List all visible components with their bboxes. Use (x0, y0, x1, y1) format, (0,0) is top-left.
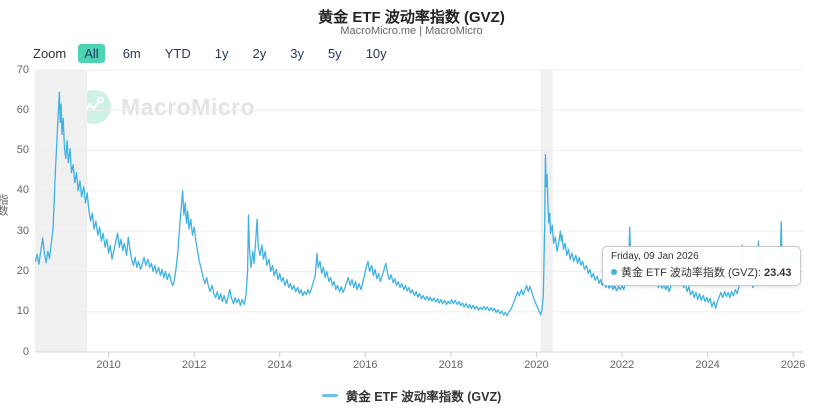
tooltip-series-row: 黄金 ETF 波动率指数 (GVZ): 23.43 (611, 264, 792, 280)
y-axis-label-20: 20 (16, 264, 29, 277)
y-axis-label-10: 10 (16, 305, 29, 318)
range-button-5y[interactable]: 5y (327, 46, 342, 61)
y-axis-label-60: 60 (16, 103, 29, 116)
x-axis-label-2014: 2014 (267, 359, 292, 371)
range-toolbar: Zoom All 6m YTD 1y 2y 3y 5y 10y (33, 44, 393, 63)
tooltip-date: Friday, 09 Jan 2026 (611, 251, 699, 262)
y-axis-label-50: 50 (16, 144, 29, 157)
y-axis-label-30: 30 (16, 224, 29, 237)
y-axis-label-70: 70 (16, 63, 29, 76)
y-axis-label-0: 0 (22, 345, 29, 358)
range-button-2y[interactable]: 2y (252, 46, 267, 61)
y-axis-label-40: 40 (16, 184, 29, 197)
x-axis-label-2024: 2024 (695, 359, 720, 371)
x-axis-label-2018: 2018 (438, 359, 464, 371)
range-button-all[interactable]: All (78, 44, 105, 63)
range-button-10y[interactable]: 10y (365, 46, 387, 61)
range-button-1y[interactable]: 1y (214, 46, 229, 61)
chart-subtitle: MacroMicro.me | MacroMicro (340, 25, 483, 37)
x-axis-label-2022: 2022 (609, 359, 635, 371)
chart-title: 黄金 ETF 波动率指数 (GVZ) (318, 9, 505, 26)
range-button-ytd[interactable]: YTD (164, 46, 191, 61)
watermark-text: MacroMicro (121, 93, 256, 120)
zoom-label: Zoom (33, 46, 67, 61)
plot-area: MacroMicro (34, 69, 803, 357)
x-axis-label-2026: 2026 (780, 359, 806, 371)
x-axis-label-2012: 2012 (181, 359, 207, 371)
series-marker-icon (611, 269, 617, 275)
legend-line-icon (321, 394, 338, 397)
tooltip-series-label: 黄金 ETF 波动率指数 (GVZ): (621, 267, 761, 279)
x-axis-label-2020: 2020 (524, 359, 549, 371)
y-axis-title: 指数 (0, 194, 8, 216)
range-button-6m[interactable]: 6m (122, 46, 141, 61)
gvz-series-line[interactable] (34, 91, 795, 317)
line-chart-canvas[interactable] (34, 69, 803, 360)
range-buttons: All 6m YTD 1y 2y 3y 5y 10y (78, 44, 392, 63)
x-axis-label-2016: 2016 (353, 359, 378, 371)
range-button-3y[interactable]: 3y (290, 46, 304, 61)
legend-label: 黄金 ETF 波动率指数 (GVZ) (345, 390, 502, 404)
x-axis-label-2010: 2010 (96, 359, 121, 371)
tooltip-value: 23.43 (764, 267, 792, 279)
chart-tooltip: Friday, 09 Jan 2026 黄金 ETF 波动率指数 (GVZ): … (602, 246, 801, 286)
chart-legend[interactable]: 黄金 ETF 波动率指数 (GVZ) (0, 386, 823, 405)
